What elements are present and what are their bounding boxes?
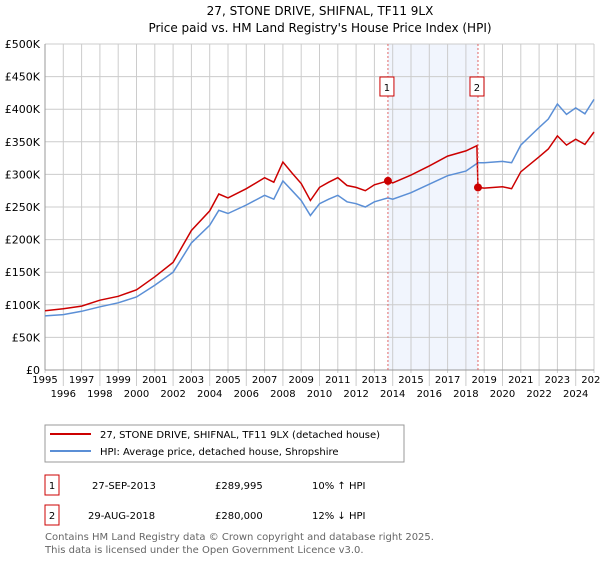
y-tick-label: £150K (5, 266, 41, 279)
x-tick-label: 2018 (453, 389, 478, 400)
x-tick-label: 1996 (51, 389, 76, 400)
x-tick-label: 2002 (160, 389, 185, 400)
y-tick-label: £200K (5, 234, 41, 247)
transaction-hpi: 12% ↓ HPI (312, 511, 365, 522)
legend-label-hpi: HPI: Average price, detached house, Shro… (100, 447, 339, 458)
x-tick-label: 2000 (124, 389, 149, 400)
transaction-date: 29-AUG-2018 (88, 511, 155, 522)
transaction-price: £280,000 (215, 511, 263, 522)
legend-label-property: 27, STONE DRIVE, SHIFNAL, TF11 9LX (deta… (100, 430, 380, 441)
chart-title: 27, STONE DRIVE, SHIFNAL, TF11 9LX (207, 4, 434, 18)
sale-point (473, 183, 482, 192)
sale-label-box (379, 76, 395, 97)
y-tick-label: £300K (5, 168, 41, 181)
x-tick-label: 2014 (380, 389, 405, 400)
y-tick-label: £450K (5, 71, 41, 84)
hpi-line (44, 98, 595, 317)
x-tick-label: 2020 (490, 389, 515, 400)
transaction-date: 27-SEP-2013 (92, 481, 156, 492)
y-tick-label: £100K (5, 299, 41, 312)
x-tick-label: 2013 (362, 375, 387, 386)
sale-label: 2 (474, 83, 480, 94)
x-tick-label: 2011 (325, 375, 350, 386)
x-tick-label: 2003 (179, 375, 204, 386)
x-tick-label: 2025 (581, 375, 600, 386)
x-tick-label: 2008 (270, 389, 295, 400)
transaction-number: 2 (49, 511, 55, 522)
footer-licence: This data is licensed under the Open Gov… (44, 545, 364, 556)
transaction-hpi: 10% ↑ HPI (312, 481, 365, 492)
x-tick-label: 1998 (87, 389, 112, 400)
x-tick-label: 2004 (197, 389, 222, 400)
x-tick-label: 2007 (252, 375, 277, 386)
x-tick-label: 2012 (343, 389, 368, 400)
x-tick-label: 2001 (142, 375, 167, 386)
x-tick-label: 2010 (307, 389, 332, 400)
x-tick-label: 2015 (398, 375, 423, 386)
footer-copyright: Contains HM Land Registry data © Crown c… (45, 532, 434, 543)
transaction-row: 2 29-AUG-2018 £280,000 12% ↓ HPI (44, 504, 365, 526)
property-price-line (44, 131, 595, 312)
sale-label-box (469, 76, 485, 97)
transaction-number: 1 (49, 481, 55, 492)
y-tick-label: £250K (5, 201, 41, 214)
x-tick-label: 2023 (545, 375, 570, 386)
x-tick-label: 2024 (563, 389, 588, 400)
y-tick-label: £400K (5, 103, 41, 116)
transaction-price: £289,995 (215, 481, 263, 492)
x-tick-label: 2005 (215, 375, 240, 386)
transaction-row: 1 27-SEP-2013 £289,995 10% ↑ HPI (44, 474, 365, 496)
legend-box (44, 424, 405, 463)
x-tick-label: 1995 (32, 375, 57, 386)
x-tick-label: 2019 (471, 375, 496, 386)
x-tick-label: 1997 (69, 375, 94, 386)
x-tick-label: 2022 (526, 389, 551, 400)
y-tick-label: £500K (5, 38, 41, 51)
y-tick-label: £50K (12, 331, 41, 344)
x-tick-label: 1999 (105, 375, 130, 386)
x-tick-label: 2021 (508, 375, 533, 386)
chart-subtitle: Price paid vs. HM Land Registry's House … (148, 21, 491, 35)
sale-label: 1 (384, 83, 390, 94)
sale-point (383, 176, 392, 185)
y-tick-label: £0 (26, 364, 40, 377)
x-tick-label: 2006 (234, 389, 259, 400)
x-tick-label: 2016 (417, 389, 442, 400)
x-tick-label: 2017 (435, 375, 460, 386)
x-tick-label: 2009 (288, 375, 313, 386)
y-tick-label: £350K (5, 136, 41, 149)
